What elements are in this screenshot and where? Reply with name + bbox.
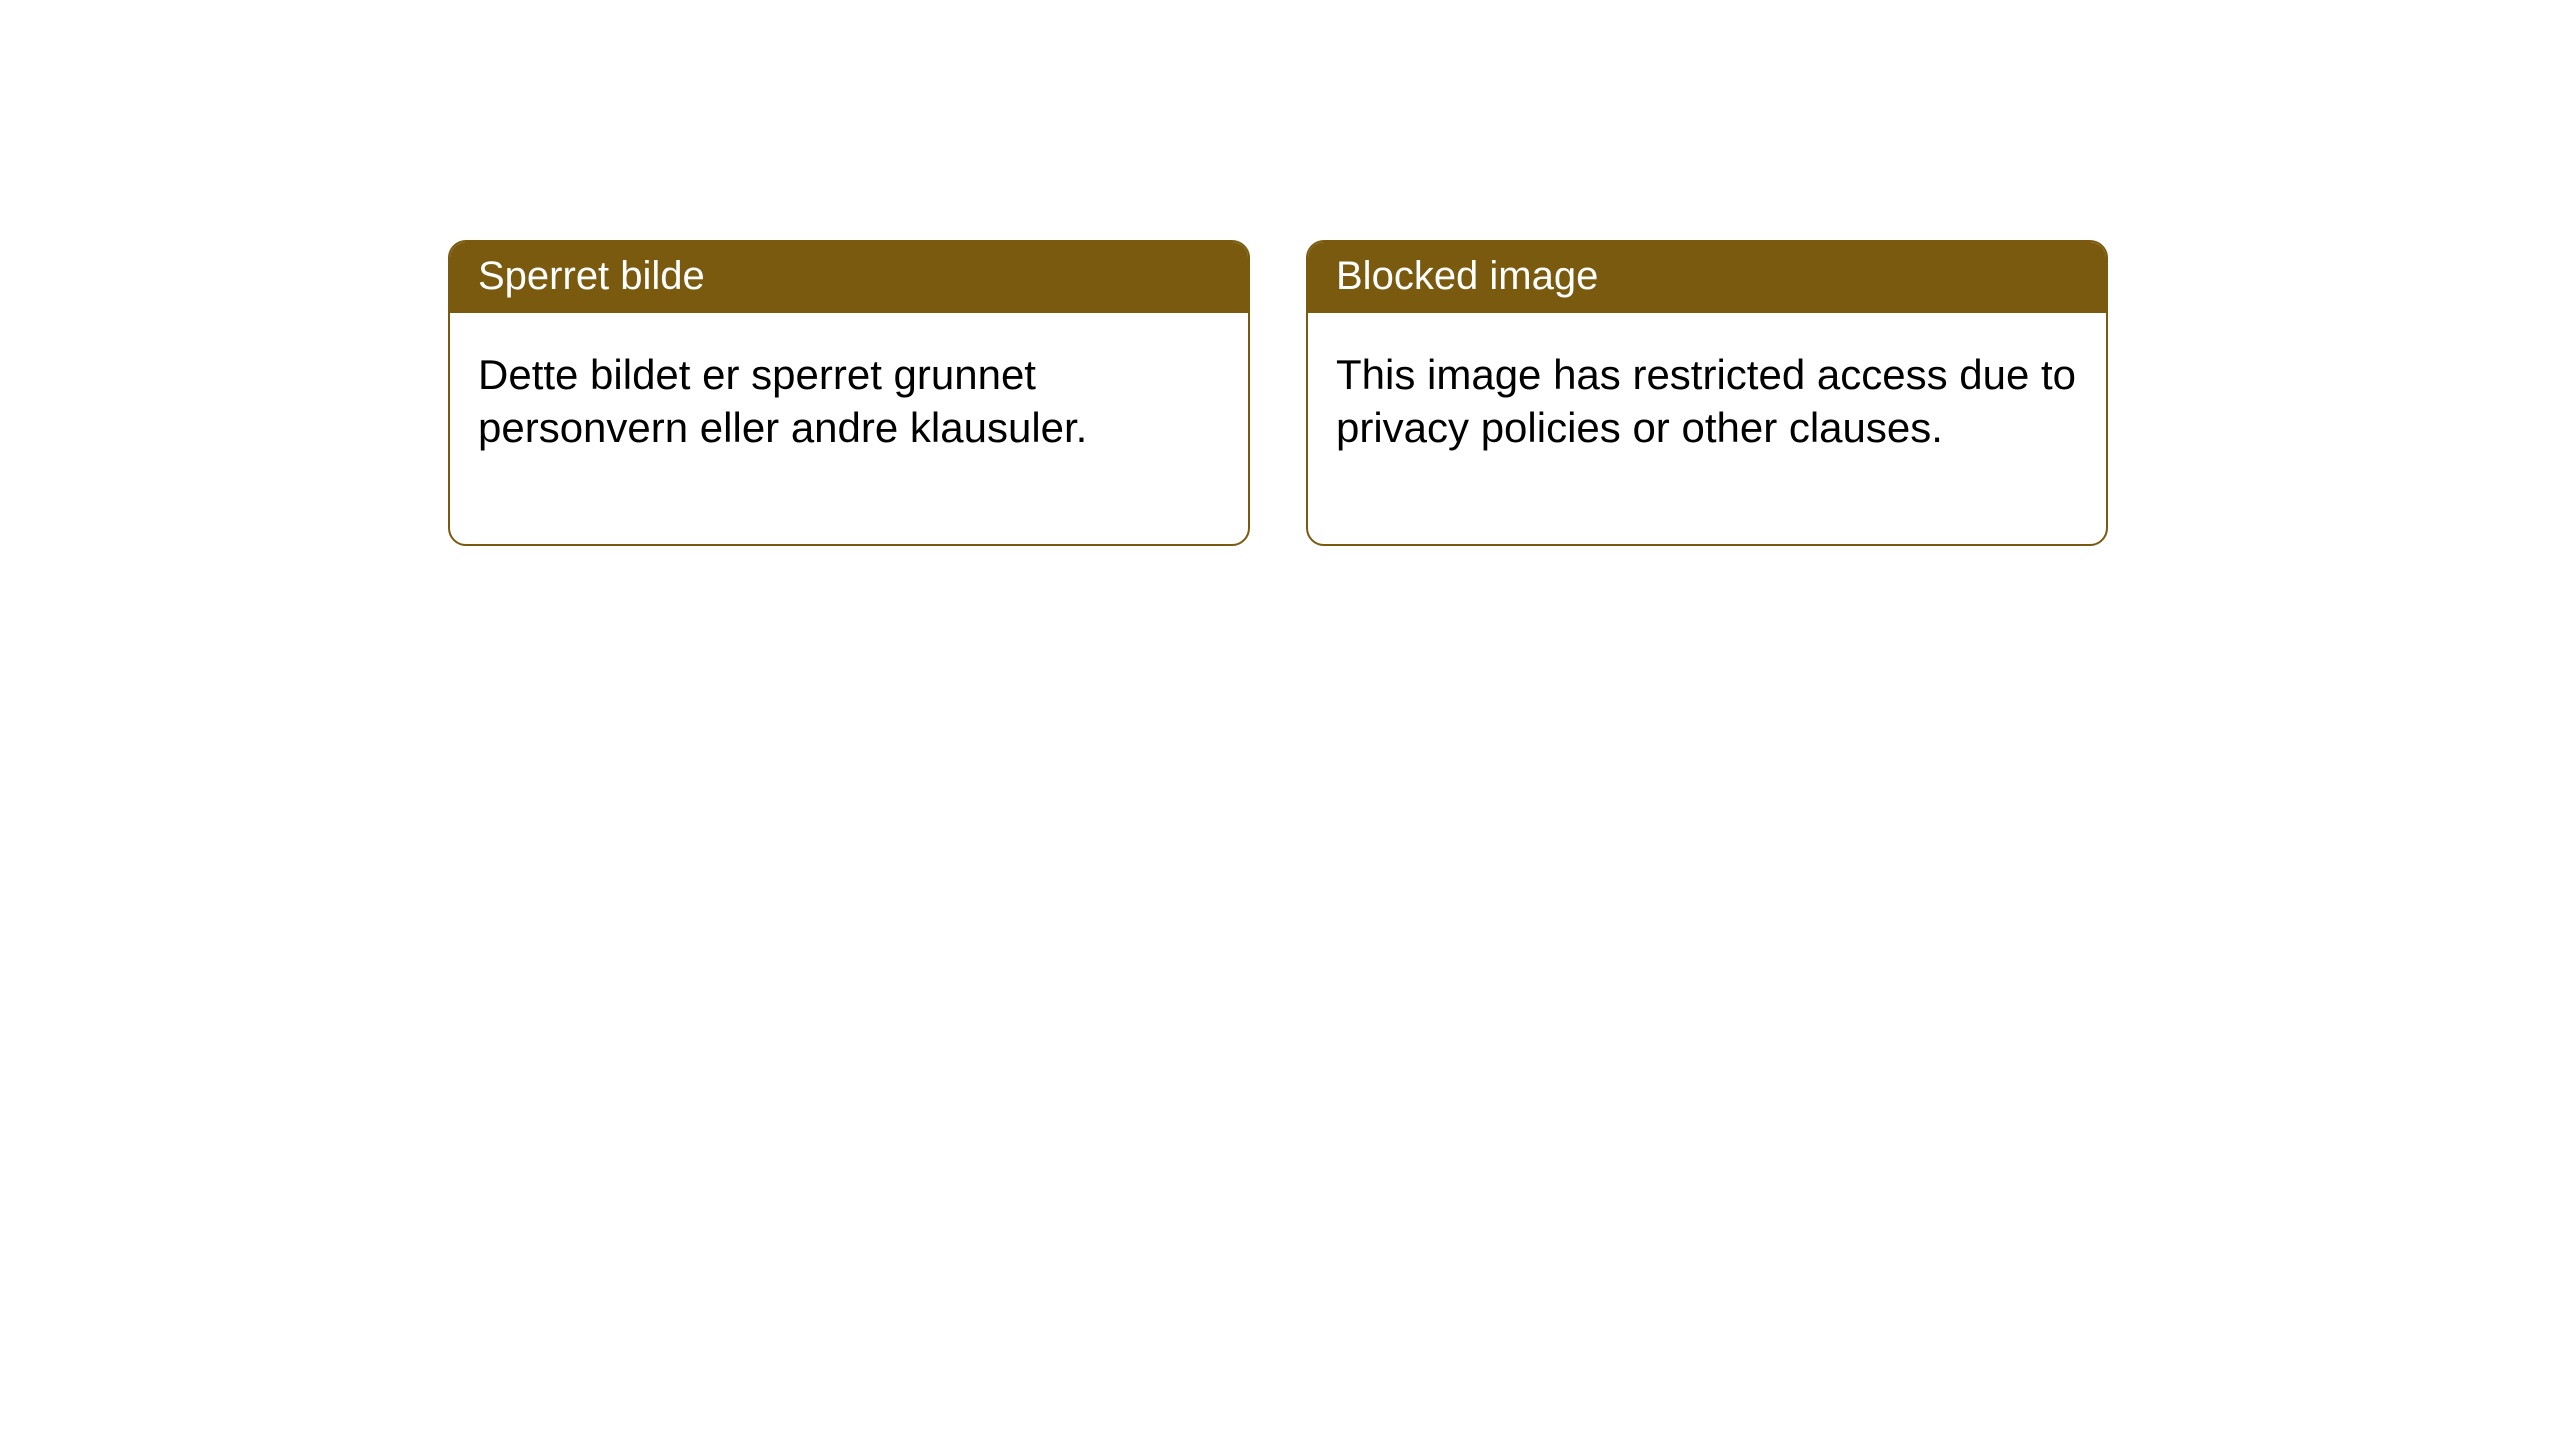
- card-body: Dette bildet er sperret grunnet personve…: [450, 313, 1248, 544]
- card-body: This image has restricted access due to …: [1308, 313, 2106, 544]
- card-header: Blocked image: [1308, 242, 2106, 313]
- blocked-image-cards: Sperret bilde Dette bildet er sperret gr…: [448, 240, 2108, 546]
- card-blocked-image-norwegian: Sperret bilde Dette bildet er sperret gr…: [448, 240, 1250, 546]
- card-header: Sperret bilde: [450, 242, 1248, 313]
- card-blocked-image-english: Blocked image This image has restricted …: [1306, 240, 2108, 546]
